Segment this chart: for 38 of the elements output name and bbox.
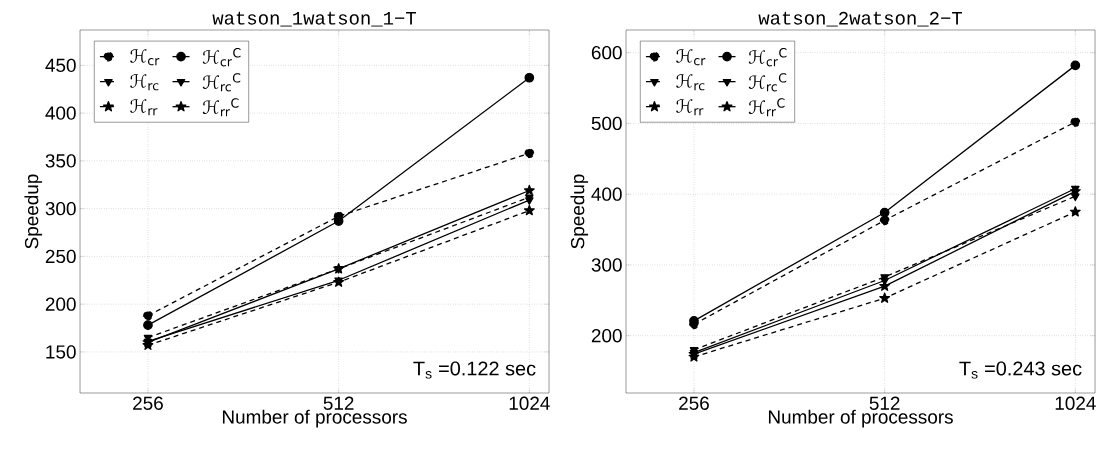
- y-tick-label: 200: [591, 328, 622, 343]
- legend-label: ℋ$_{rr}$C: [202, 98, 239, 117]
- y-tick-label: 600: [591, 45, 622, 60]
- legend-label: ℋ$_{cr}$: [676, 49, 706, 66]
- legend-label: ℋ$_{cr}$: [130, 49, 160, 66]
- chart-title: watson_1watson_1−T: [212, 11, 416, 27]
- x-tick-label: 256: [133, 396, 163, 410]
- y-tick-label: 300: [591, 258, 622, 272]
- y-tick-label: 350: [45, 154, 76, 168]
- x-tick-label: 256: [679, 396, 709, 410]
- y-tick-label: 400: [45, 106, 76, 120]
- legend-label: ℋ$_{cr}$C: [748, 48, 787, 67]
- y-tick-label: 500: [591, 116, 622, 131]
- y-axis-title: Speedup: [570, 174, 589, 249]
- legend-label: ℋ$_{rr}$: [676, 99, 704, 116]
- legend-label: ℋ$_{rc}$C: [202, 73, 241, 92]
- y-tick-label: 300: [45, 201, 76, 216]
- x-tick-label: 1024: [509, 396, 550, 410]
- y-tick-label: 250: [45, 249, 76, 264]
- legend-label: ℋ$_{rc}$: [130, 74, 159, 91]
- legend-label: ℋ$_{rc}$: [676, 74, 705, 91]
- y-tick-label: 150: [46, 345, 76, 359]
- chart-title: watson_2watson_2−T: [758, 11, 963, 27]
- legend-label: ℋ$_{rr}$C: [748, 98, 785, 117]
- x-axis-title: Number of processors: [222, 409, 407, 428]
- x-tick-label: 512: [323, 396, 354, 410]
- y-tick-label: 450: [45, 58, 76, 73]
- legend-label: ℋ$_{cr}$C: [202, 48, 241, 67]
- x-axis-title: Number of processors: [768, 409, 953, 428]
- annotation: T$_{s}$ =0.243 sec: [959, 361, 1082, 379]
- legend-label: ℋ$_{rc}$C: [748, 73, 787, 92]
- y-tick-label: 200: [45, 297, 76, 311]
- y-axis-title: Speedup: [24, 174, 43, 249]
- x-tick-label: 512: [869, 396, 900, 410]
- x-tick-label: 1024: [1055, 396, 1096, 410]
- annotation: T$_{s}$ =0.122 sec: [413, 361, 536, 379]
- y-tick-label: 400: [591, 187, 622, 201]
- legend-label: ℋ$_{rr}$: [130, 99, 158, 116]
